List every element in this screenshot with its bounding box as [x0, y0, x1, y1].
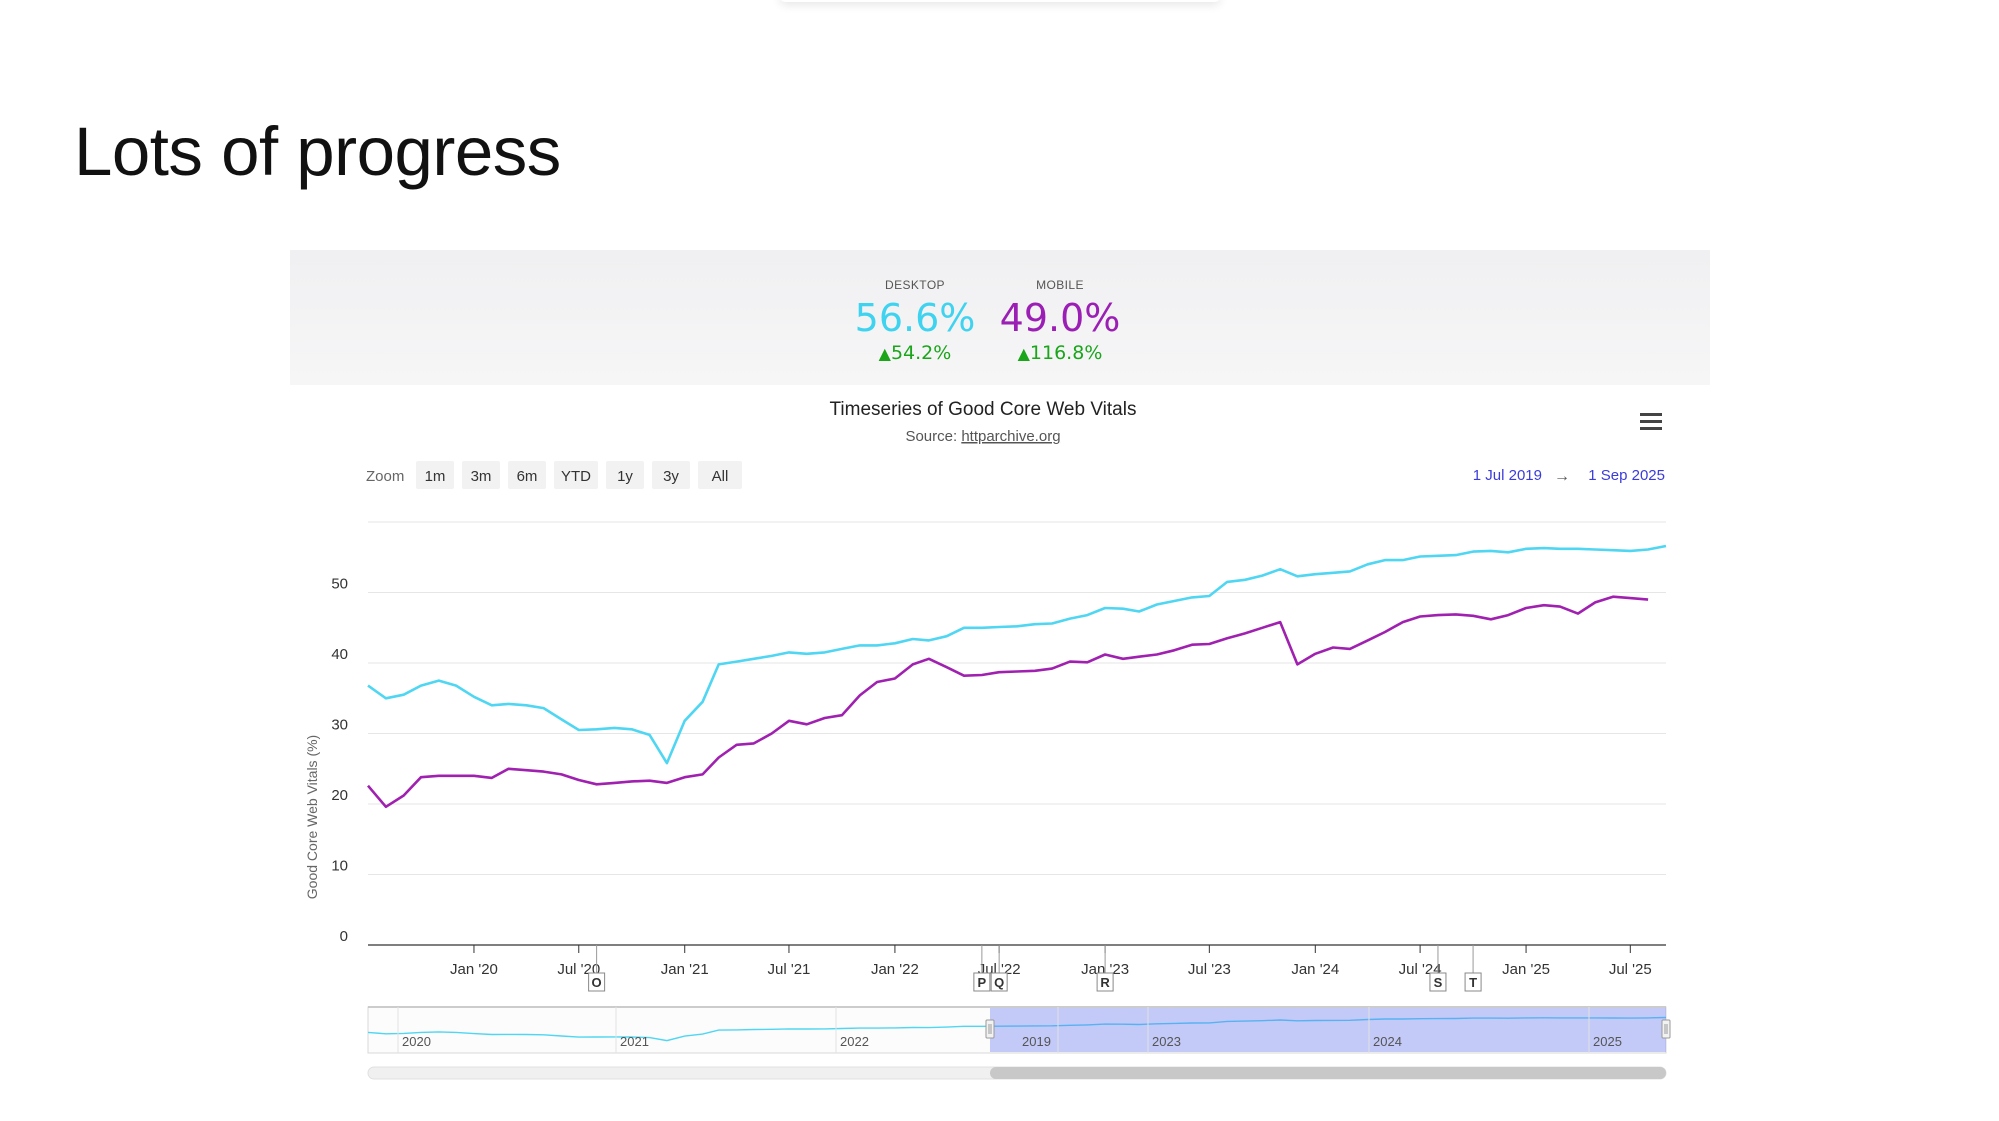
window-top-shadow	[780, 0, 1220, 2]
navigator-year-label: 2020	[402, 1034, 431, 1049]
x-tick-label: Jul '25	[1609, 961, 1652, 978]
navigator-year-label: 2021	[620, 1034, 649, 1049]
zoom-button-ytd[interactable]: YTD	[554, 461, 598, 489]
y-tick-label: 30	[331, 717, 348, 734]
event-flag-r[interactable]: R	[1096, 945, 1114, 992]
x-tick-label: Jan '22	[871, 961, 919, 978]
zoom-button-label: All	[712, 468, 729, 485]
chart-card: Timeseries of Good Core Web Vitals Sourc…	[290, 385, 1682, 1085]
event-flag-label: T	[1469, 975, 1477, 990]
y-tick-label: 10	[331, 858, 348, 875]
zoom-button-3m[interactable]: 3m	[462, 461, 500, 489]
mobile-kpi-value: 49.0%	[999, 296, 1121, 340]
mobile-kpi-label: MOBILE	[1036, 278, 1084, 292]
desktop-kpi: DESKTOP 56.6% ▲54.2%	[840, 278, 990, 364]
range-display: 1 Jul 2019 → 1 Sep 2025	[1473, 467, 1665, 485]
zoom-button-label: 1y	[617, 468, 633, 485]
zoom-button-1m[interactable]: 1m	[416, 461, 454, 489]
x-tick-label: Jan '21	[661, 961, 709, 978]
desktop-kpi-value: 56.6%	[854, 296, 976, 340]
slide-title: Lots of progress	[74, 113, 561, 190]
event-flag-s[interactable]: S	[1429, 945, 1447, 992]
zoom-button-group: 1m 3m 6m YTD 1y 3y All	[416, 461, 742, 489]
zoom-button-label: 6m	[517, 468, 538, 485]
zoom-button-label: 3m	[471, 468, 492, 485]
chart-subtitle: Source: httparchive.org	[905, 428, 1060, 445]
x-tick-label: Jul '23	[1188, 961, 1231, 978]
y-tick-label: 50	[331, 576, 348, 593]
navigator-right-handle[interactable]	[1661, 1019, 1671, 1039]
zoom-button-1y[interactable]: 1y	[606, 461, 644, 489]
mobile-kpi: MOBILE 49.0% ▲116.8%	[985, 278, 1135, 364]
menu-button[interactable]	[1638, 411, 1664, 435]
kpi-panel: DESKTOP 56.6% ▲54.2% MOBILE 49.0% ▲116.8…	[290, 250, 1710, 385]
up-triangle-icon: ▲	[878, 344, 891, 363]
chart-title: Timeseries of Good Core Web Vitals	[830, 399, 1137, 420]
series-lines	[367, 544, 1667, 809]
event-flag-label: O	[592, 975, 602, 990]
event-flag-t[interactable]: T	[1464, 945, 1482, 992]
event-flag-o[interactable]: O	[588, 945, 606, 992]
x-tick-label: Jan '20	[450, 961, 498, 978]
zoom-button-label: 1m	[425, 468, 446, 485]
hamburger-menu-icon	[1640, 413, 1662, 430]
zoom-label: Zoom	[366, 468, 404, 485]
y-tick-label: 20	[331, 787, 348, 804]
mobile-kpi-change: ▲116.8%	[1017, 342, 1103, 364]
y-tick-label: 40	[331, 646, 348, 663]
desktop-series-line	[367, 544, 1667, 765]
zoom-button-3y[interactable]: 3y	[652, 461, 690, 489]
y-tick-label: 0	[340, 928, 348, 945]
range-to-date[interactable]: 1 Sep 2025	[1588, 467, 1665, 484]
navigator-year-label: 2023	[1152, 1034, 1181, 1049]
navigator-desktop-line	[367, 1016, 1667, 1042]
x-tick-label: Jan '24	[1291, 961, 1339, 978]
source-link[interactable]: httparchive.org	[961, 428, 1060, 445]
navigator-year-label: 2019	[1022, 1034, 1051, 1049]
y-axis: 0 10 20 30 40 50	[331, 576, 348, 946]
up-triangle-icon: ▲	[1017, 344, 1030, 363]
event-flag-label: Q	[994, 975, 1004, 990]
desktop-kpi-label: DESKTOP	[885, 278, 945, 292]
range-arrow-icon: →	[1554, 468, 1570, 485]
range-from-date[interactable]: 1 Jul 2019	[1473, 467, 1542, 484]
grid	[368, 521, 1666, 875]
x-axis: Jan '20 Jul '20 Jan '21 Jul '21 Jan '22 Jul '…	[368, 944, 1666, 978]
x-tick-label: Jul '21	[768, 961, 811, 978]
navigator-background	[367, 1006, 1667, 1054]
navigator-selection[interactable]	[990, 1008, 1666, 1052]
zoom-button-6m[interactable]: 6m	[508, 461, 546, 489]
y-axis-title: Good Core Web Vitals (%)	[304, 735, 320, 899]
event-flag-label: P	[978, 975, 987, 990]
event-flag-label: S	[1434, 975, 1443, 990]
navigator-scrollbar-thumb[interactable]	[990, 1067, 1666, 1079]
zoom-button-all[interactable]: All	[698, 461, 742, 489]
x-tick-label: Jan '25	[1502, 961, 1550, 978]
zoom-button-label: YTD	[561, 468, 591, 485]
event-flag-label: R	[1100, 975, 1110, 990]
mobile-series-line	[367, 595, 1649, 809]
navigator-year-label: 2022	[840, 1034, 869, 1049]
navigator-year-label: 2025	[1593, 1034, 1622, 1049]
timeseries-chart: Timeseries of Good Core Web Vitals Sourc…	[304, 399, 1671, 1080]
desktop-kpi-change: ▲54.2%	[878, 342, 952, 364]
zoom-button-label: 3y	[663, 468, 679, 485]
event-flag-p[interactable]: P	[973, 945, 991, 992]
navigator[interactable]: 2020 2021 2022 2019 2023 2024 2025	[367, 1006, 1671, 1080]
navigator-left-handle[interactable]	[985, 1019, 995, 1039]
event-flag-q[interactable]: Q	[990, 945, 1008, 992]
navigator-year-label: 2024	[1373, 1034, 1402, 1049]
